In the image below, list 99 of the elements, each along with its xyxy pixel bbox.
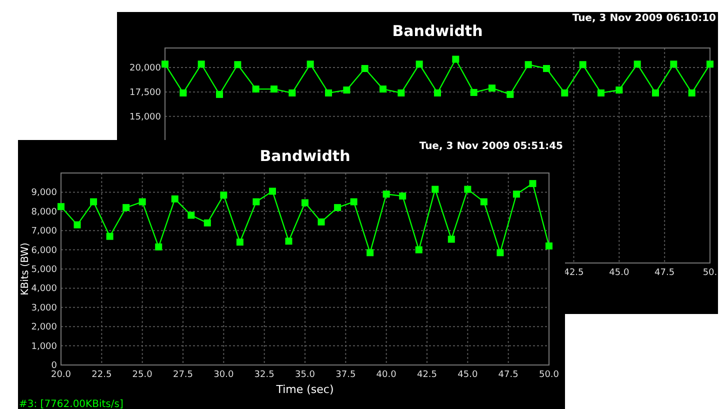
y-tick-label: 9,000 xyxy=(31,188,58,198)
x-tick-label: 45.0 xyxy=(458,370,478,380)
point xyxy=(399,192,406,200)
y-tick-label: 4,000 xyxy=(31,284,58,294)
point xyxy=(74,221,81,228)
chart-title: Bandwidth xyxy=(260,147,350,165)
point xyxy=(448,236,455,243)
point xyxy=(480,198,488,206)
point xyxy=(464,186,472,193)
point xyxy=(598,89,604,96)
point xyxy=(334,204,342,212)
point xyxy=(496,249,504,256)
y-tick-label: 17,500 xyxy=(130,88,162,98)
x-axis-title: Time (sec) xyxy=(275,383,334,396)
point xyxy=(415,246,422,254)
x-tick-label: 32.5 xyxy=(254,370,274,380)
point xyxy=(122,204,130,212)
point xyxy=(343,86,350,94)
point xyxy=(162,60,168,68)
y-tick-label: 0 xyxy=(51,361,58,371)
y-axis-title: KBits (BW) xyxy=(20,242,31,296)
x-tick-label: 50.0 xyxy=(538,370,560,380)
point xyxy=(285,238,292,245)
point xyxy=(432,186,439,193)
point xyxy=(350,198,358,206)
y-tick-label: 8,000 xyxy=(31,207,58,218)
x-tick-label: 42.5 xyxy=(416,370,438,380)
y-tick-label: 7,000 xyxy=(31,226,58,237)
x-tick-label: 20.0 xyxy=(50,370,72,380)
point xyxy=(434,89,441,96)
point xyxy=(216,90,223,98)
point xyxy=(506,90,514,98)
chart-title: Bandwidth xyxy=(392,22,483,40)
text: #3: [7762.00KBits/s] xyxy=(19,399,124,409)
point xyxy=(382,190,390,198)
point xyxy=(106,232,114,240)
point xyxy=(524,61,532,68)
x-tick-label: 42.5 xyxy=(564,268,584,278)
y-tick-label: 2,000 xyxy=(31,322,58,333)
point xyxy=(58,203,64,210)
point xyxy=(416,60,423,68)
x-tick-label: 40.0 xyxy=(376,370,397,380)
point xyxy=(220,192,228,199)
point xyxy=(579,61,586,68)
point xyxy=(171,195,178,202)
x-tick-label: 47.5 xyxy=(498,370,518,380)
point xyxy=(155,243,162,250)
point xyxy=(180,89,187,96)
point xyxy=(318,218,325,226)
point xyxy=(512,190,520,198)
point xyxy=(688,89,696,96)
point xyxy=(529,180,536,188)
point xyxy=(306,60,314,68)
point xyxy=(543,65,550,72)
point xyxy=(706,60,714,68)
point xyxy=(470,88,478,96)
annotation: Tue, 3 Nov 2009 05:51:45 xyxy=(419,141,564,152)
point xyxy=(670,60,678,68)
point xyxy=(204,219,211,226)
point xyxy=(634,60,641,68)
point xyxy=(270,86,278,93)
x-tick-label: 50. xyxy=(702,268,718,278)
point xyxy=(488,84,496,92)
point xyxy=(366,249,374,256)
x-tick-label: 25.0 xyxy=(132,370,153,380)
y-tick-label: 15,000 xyxy=(130,112,162,122)
x-tick-label: 35.0 xyxy=(294,370,316,380)
point xyxy=(361,65,368,72)
x-tick-label: 47.5 xyxy=(654,268,675,278)
point xyxy=(325,89,332,96)
point xyxy=(236,238,244,246)
x-tick-label: 30.0 xyxy=(214,370,234,380)
x-tick-label: 45.0 xyxy=(609,268,630,278)
point xyxy=(138,198,146,206)
point xyxy=(90,198,98,206)
point xyxy=(268,188,276,195)
point xyxy=(234,61,242,68)
point xyxy=(398,89,405,96)
y-tick-label: 6,000 xyxy=(31,246,58,256)
point xyxy=(546,242,552,250)
point xyxy=(561,89,568,96)
point xyxy=(380,86,386,93)
y-tick-label: 20,000 xyxy=(130,64,162,74)
point xyxy=(302,199,308,206)
x-tick-label: 37.5 xyxy=(336,370,356,380)
text: Tue, 3 Nov 2009 06:10:10 xyxy=(572,13,716,24)
point xyxy=(452,56,460,63)
point xyxy=(616,86,623,94)
y-tick-label: 3,000 xyxy=(31,303,58,314)
y-tick-label: 1,000 xyxy=(31,342,58,352)
x-tick-label: 27.5 xyxy=(172,370,194,380)
x-tick-label: 22.5 xyxy=(92,370,112,380)
point xyxy=(252,86,260,93)
point xyxy=(198,60,205,68)
y-tick-label: 5,000 xyxy=(31,265,58,275)
point xyxy=(188,212,195,219)
point xyxy=(288,89,296,96)
point xyxy=(252,198,260,206)
point xyxy=(652,89,659,96)
